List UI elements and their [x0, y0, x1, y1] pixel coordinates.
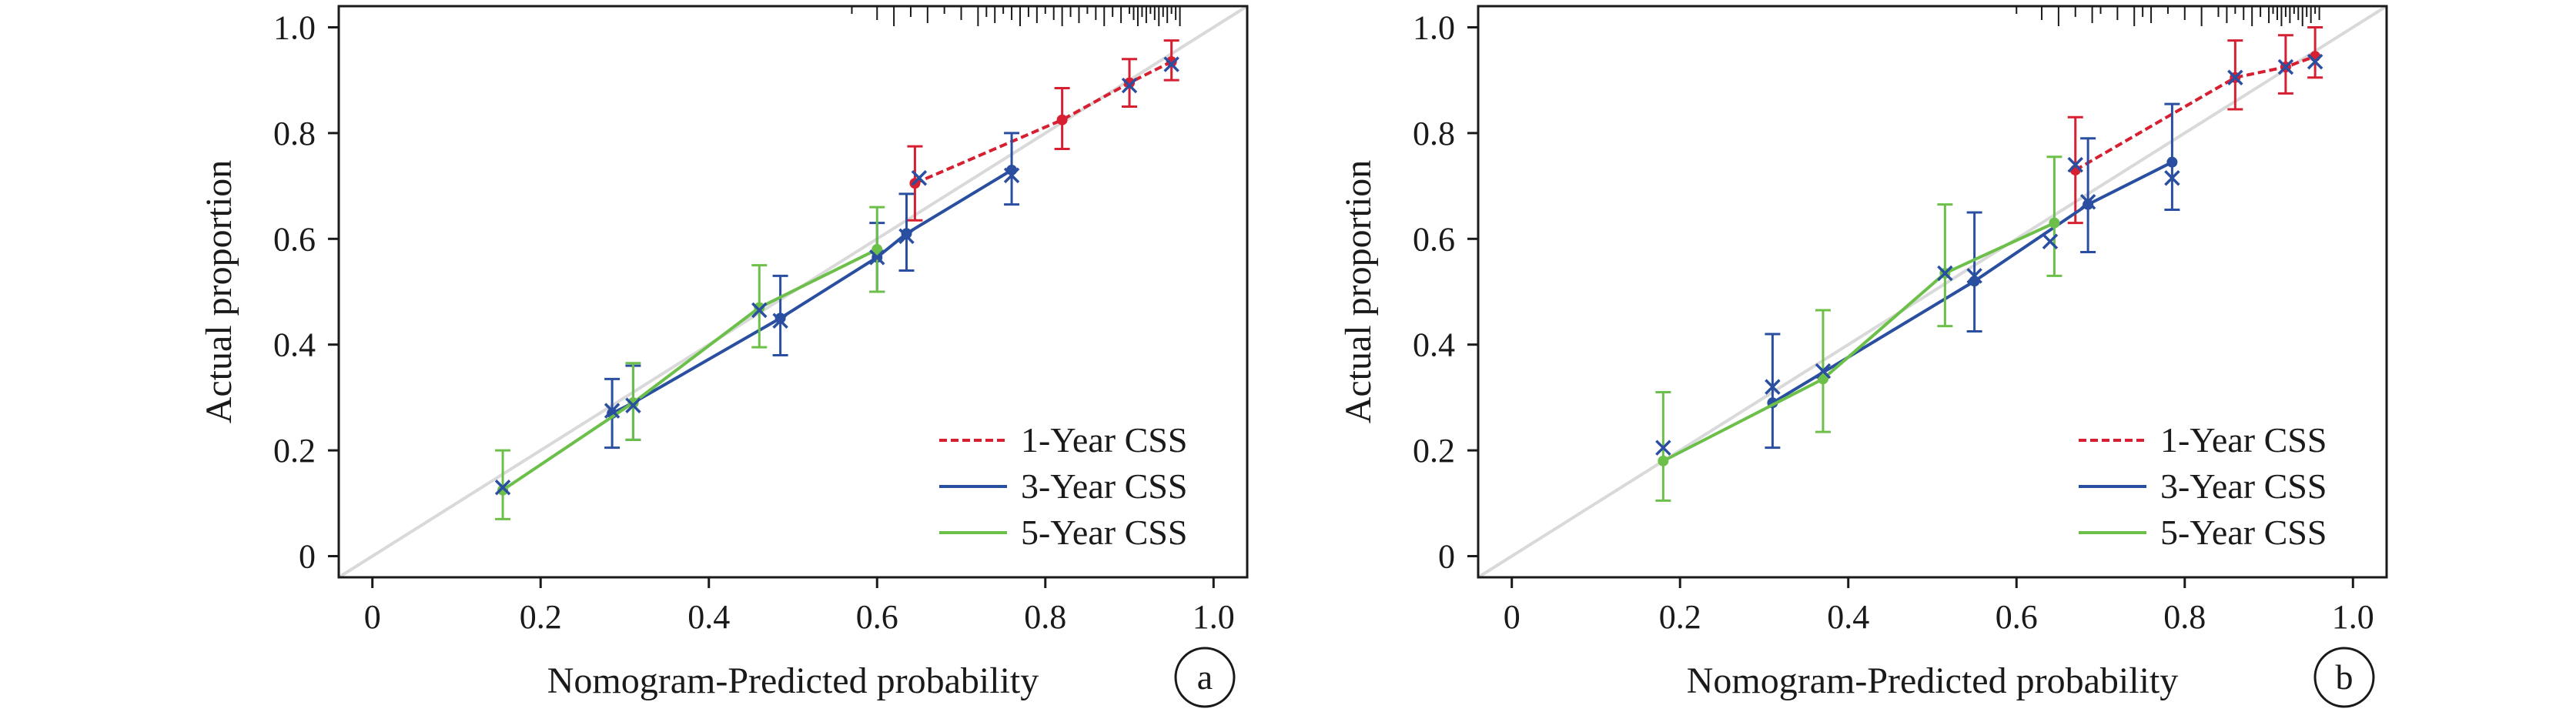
x-marker: [604, 403, 621, 419]
x-axis-title: Nomogram-Predicted probability: [1687, 660, 2179, 701]
x-tick-label: 0.6: [1996, 598, 2038, 636]
series-5-year-css: [1655, 155, 2062, 502]
y-tick-label: 1.0: [273, 8, 316, 46]
legend: 1-Year CSS 3-Year CSS 5-Year CSS: [2079, 420, 2327, 552]
data-point: [1166, 56, 1177, 68]
x-marker: [1765, 379, 1781, 395]
series-line: [2074, 55, 2316, 172]
y-tick-label: 0: [1438, 538, 1455, 576]
series-line: [1662, 221, 2056, 463]
x-marker: [2067, 156, 2083, 173]
plot-frame: [337, 5, 1249, 579]
x-marker: [625, 397, 641, 413]
y-tick-label: 0: [299, 538, 316, 576]
x-marker: [2227, 69, 2243, 85]
x-marker: [2164, 170, 2180, 186]
y-axis-title: Actual proportion: [1338, 160, 1379, 424]
y-tick-label: 0.8: [273, 115, 316, 152]
x-marker: [751, 302, 768, 319]
x-marker: [1121, 77, 1138, 94]
x-marker: [2277, 58, 2294, 75]
x-marker: [1655, 440, 1671, 456]
data-point: [497, 484, 509, 496]
x-tick-label: 0: [364, 598, 381, 636]
legend-label: 3-Year CSS: [2160, 466, 2327, 506]
legend-label: 5-Year CSS: [2160, 513, 2327, 552]
y-axis-title: Actual proportion: [199, 160, 239, 424]
y-tick-label: 1.0: [1413, 8, 1455, 46]
y-tick-label: 0.4: [273, 326, 316, 364]
panel-letter: b: [2336, 657, 2354, 697]
x-marker: [494, 479, 511, 496]
x-marker: [1003, 167, 1020, 184]
y-tick-label: 0.6: [1413, 220, 1455, 258]
y-tick-label: 0.2: [1413, 432, 1455, 470]
data-point: [1124, 77, 1136, 89]
x-marker: [911, 170, 928, 186]
x-marker: [2307, 53, 2323, 70]
x-tick-label: 0.4: [1827, 598, 1869, 636]
series-3-year-css: [604, 132, 1020, 450]
x-marker: [1163, 56, 1179, 72]
rug-ticks: [851, 6, 1181, 26]
panel-letter: a: [1197, 657, 1213, 697]
x-tick-label: 0.8: [1024, 598, 1066, 636]
data-point: [1817, 373, 1828, 385]
x-marker: [772, 313, 788, 329]
x-marker: [2079, 193, 2096, 210]
x-tick-label: 0.2: [1659, 598, 1701, 636]
data-point: [1056, 114, 1068, 125]
x-tick-label: 0.4: [687, 598, 730, 636]
y-tick-label: 0.8: [1413, 115, 1455, 152]
x-tick-label: 0.2: [520, 598, 562, 636]
data-point: [2083, 199, 2094, 210]
x-tick-label: 0.6: [856, 598, 898, 636]
panel-letter-circle: [2313, 647, 2375, 708]
series-1-year-css: [907, 39, 1179, 222]
legend-label: 5-Year CSS: [1021, 513, 1187, 552]
legend-label: 1-Year CSS: [1021, 420, 1187, 460]
data-point: [754, 302, 765, 313]
x-marker: [869, 249, 885, 266]
data-point: [627, 397, 639, 409]
x-marker: [898, 228, 915, 245]
x-axis-title: Nomogram-Predicted probability: [547, 660, 1039, 701]
series-3-year-css: [1765, 102, 2180, 450]
x-markers: [494, 56, 1179, 496]
data-point: [901, 228, 912, 239]
legend: 1-Year CSS 3-Year CSS 5-Year CSS: [939, 420, 1187, 552]
data-point: [2049, 217, 2060, 229]
rug-ticks: [2016, 6, 2320, 26]
panel-b: 0 0.2 0.4 0.6 0.8 1.0 0 0.2 0.4 0.6 0.8 1.0 Nomogram…: [1338, 5, 2388, 708]
panel-a: 0 0.2 0.4 0.6 0.8 1.0 0 0.2 0.4 0.6 0.8 1.0 Nomogram…: [199, 5, 1249, 708]
data-point: [774, 313, 786, 324]
x-marker: [1815, 363, 1832, 379]
x-marker: [1966, 268, 1982, 284]
legend-label: 1-Year CSS: [2160, 420, 2327, 460]
y-tick-label: 0.4: [1413, 326, 1455, 364]
x-tick-label: 1.0: [2332, 598, 2374, 636]
x-tick-label: 0: [1504, 598, 1521, 636]
data-point: [2166, 156, 2178, 168]
x-marker: [2042, 233, 2059, 249]
y-tick-label: 0.2: [273, 432, 316, 470]
x-tick-label: 1.0: [1193, 598, 1235, 636]
plot-frame: [1477, 5, 2388, 579]
data-point: [1658, 455, 1669, 466]
series-5-year-css: [495, 206, 885, 520]
x-markers: [1655, 53, 2323, 456]
panel-letter-circle: [1174, 647, 1236, 708]
legend-label: 3-Year CSS: [1021, 466, 1187, 506]
series-line: [914, 60, 1173, 185]
x-marker: [1937, 265, 1953, 282]
data-point: [871, 244, 883, 256]
series-line: [501, 248, 878, 492]
series-line: [611, 169, 1013, 415]
y-tick-label: 0.6: [273, 220, 316, 258]
x-tick-label: 0.8: [2163, 598, 2206, 636]
series-line: [1771, 160, 2173, 404]
